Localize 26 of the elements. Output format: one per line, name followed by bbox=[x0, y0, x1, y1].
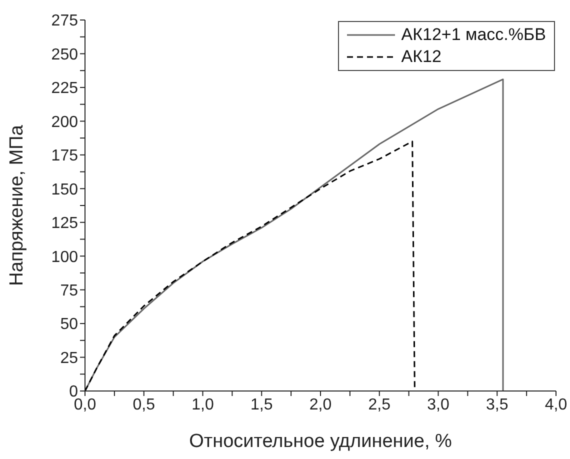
y-tick-label: 100 bbox=[51, 248, 78, 266]
x-tick-label: 0,0 bbox=[74, 396, 96, 414]
y-axis-title: Напряжение, МПа bbox=[6, 124, 28, 286]
y-tick-label: 150 bbox=[51, 181, 78, 198]
y-tick-label: 225 bbox=[51, 80, 78, 98]
x-tick-label: 3,5 bbox=[486, 396, 508, 414]
x-tick-label: 3,0 bbox=[427, 396, 450, 414]
y-tick-label: 200 bbox=[51, 114, 78, 131]
x-tick-label: 1,0 bbox=[192, 396, 214, 414]
line-series bbox=[85, 78, 504, 391]
x-tick-label: 0,5 bbox=[132, 396, 156, 414]
y-tick-label: 250 bbox=[51, 46, 78, 64]
y-tick-label: 175 bbox=[51, 148, 78, 165]
x-axis-title: Относительное удлинение, % bbox=[189, 431, 452, 452]
legend-label: АК12 bbox=[401, 46, 442, 68]
x-tick-label: 2,0 bbox=[309, 396, 332, 414]
line-series bbox=[85, 140, 416, 391]
y-tick-label: 50 bbox=[60, 316, 78, 334]
x-tick-label: 2,5 bbox=[368, 396, 391, 414]
x-tick-label: 4,0 bbox=[544, 396, 568, 414]
y-tick-label: 275 bbox=[51, 12, 78, 30]
y-tick-label: 125 bbox=[51, 215, 78, 232]
legend-label: АК12+1 масс.%БВ bbox=[401, 24, 546, 46]
y-tick-label: 25 bbox=[60, 350, 78, 367]
y-tick-label: 75 bbox=[60, 282, 78, 300]
x-tick-label: 1,5 bbox=[250, 396, 273, 414]
